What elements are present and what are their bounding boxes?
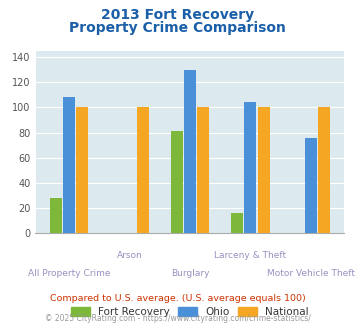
- Text: All Property Crime: All Property Crime: [28, 269, 110, 278]
- Bar: [305, 138, 317, 233]
- Bar: [184, 70, 196, 233]
- Bar: [63, 97, 75, 233]
- Bar: [245, 103, 256, 233]
- Text: 2013 Fort Recovery: 2013 Fort Recovery: [101, 8, 254, 22]
- Legend: Fort Recovery, Ohio, National: Fort Recovery, Ohio, National: [71, 307, 309, 317]
- Bar: [258, 108, 270, 233]
- Text: Property Crime Comparison: Property Crime Comparison: [69, 21, 286, 35]
- Bar: [137, 108, 149, 233]
- Bar: [76, 108, 88, 233]
- Text: © 2025 CityRating.com - https://www.cityrating.com/crime-statistics/: © 2025 CityRating.com - https://www.city…: [45, 314, 310, 323]
- Text: Compared to U.S. average. (U.S. average equals 100): Compared to U.S. average. (U.S. average …: [50, 294, 305, 303]
- Bar: [231, 213, 243, 233]
- Bar: [171, 131, 182, 233]
- Bar: [197, 108, 209, 233]
- Text: Burglary: Burglary: [171, 269, 209, 278]
- Bar: [318, 108, 330, 233]
- Bar: [50, 198, 61, 233]
- Text: Larceny & Theft: Larceny & Theft: [214, 251, 286, 260]
- Text: Arson: Arson: [116, 251, 142, 260]
- Text: Motor Vehicle Theft: Motor Vehicle Theft: [267, 269, 355, 278]
